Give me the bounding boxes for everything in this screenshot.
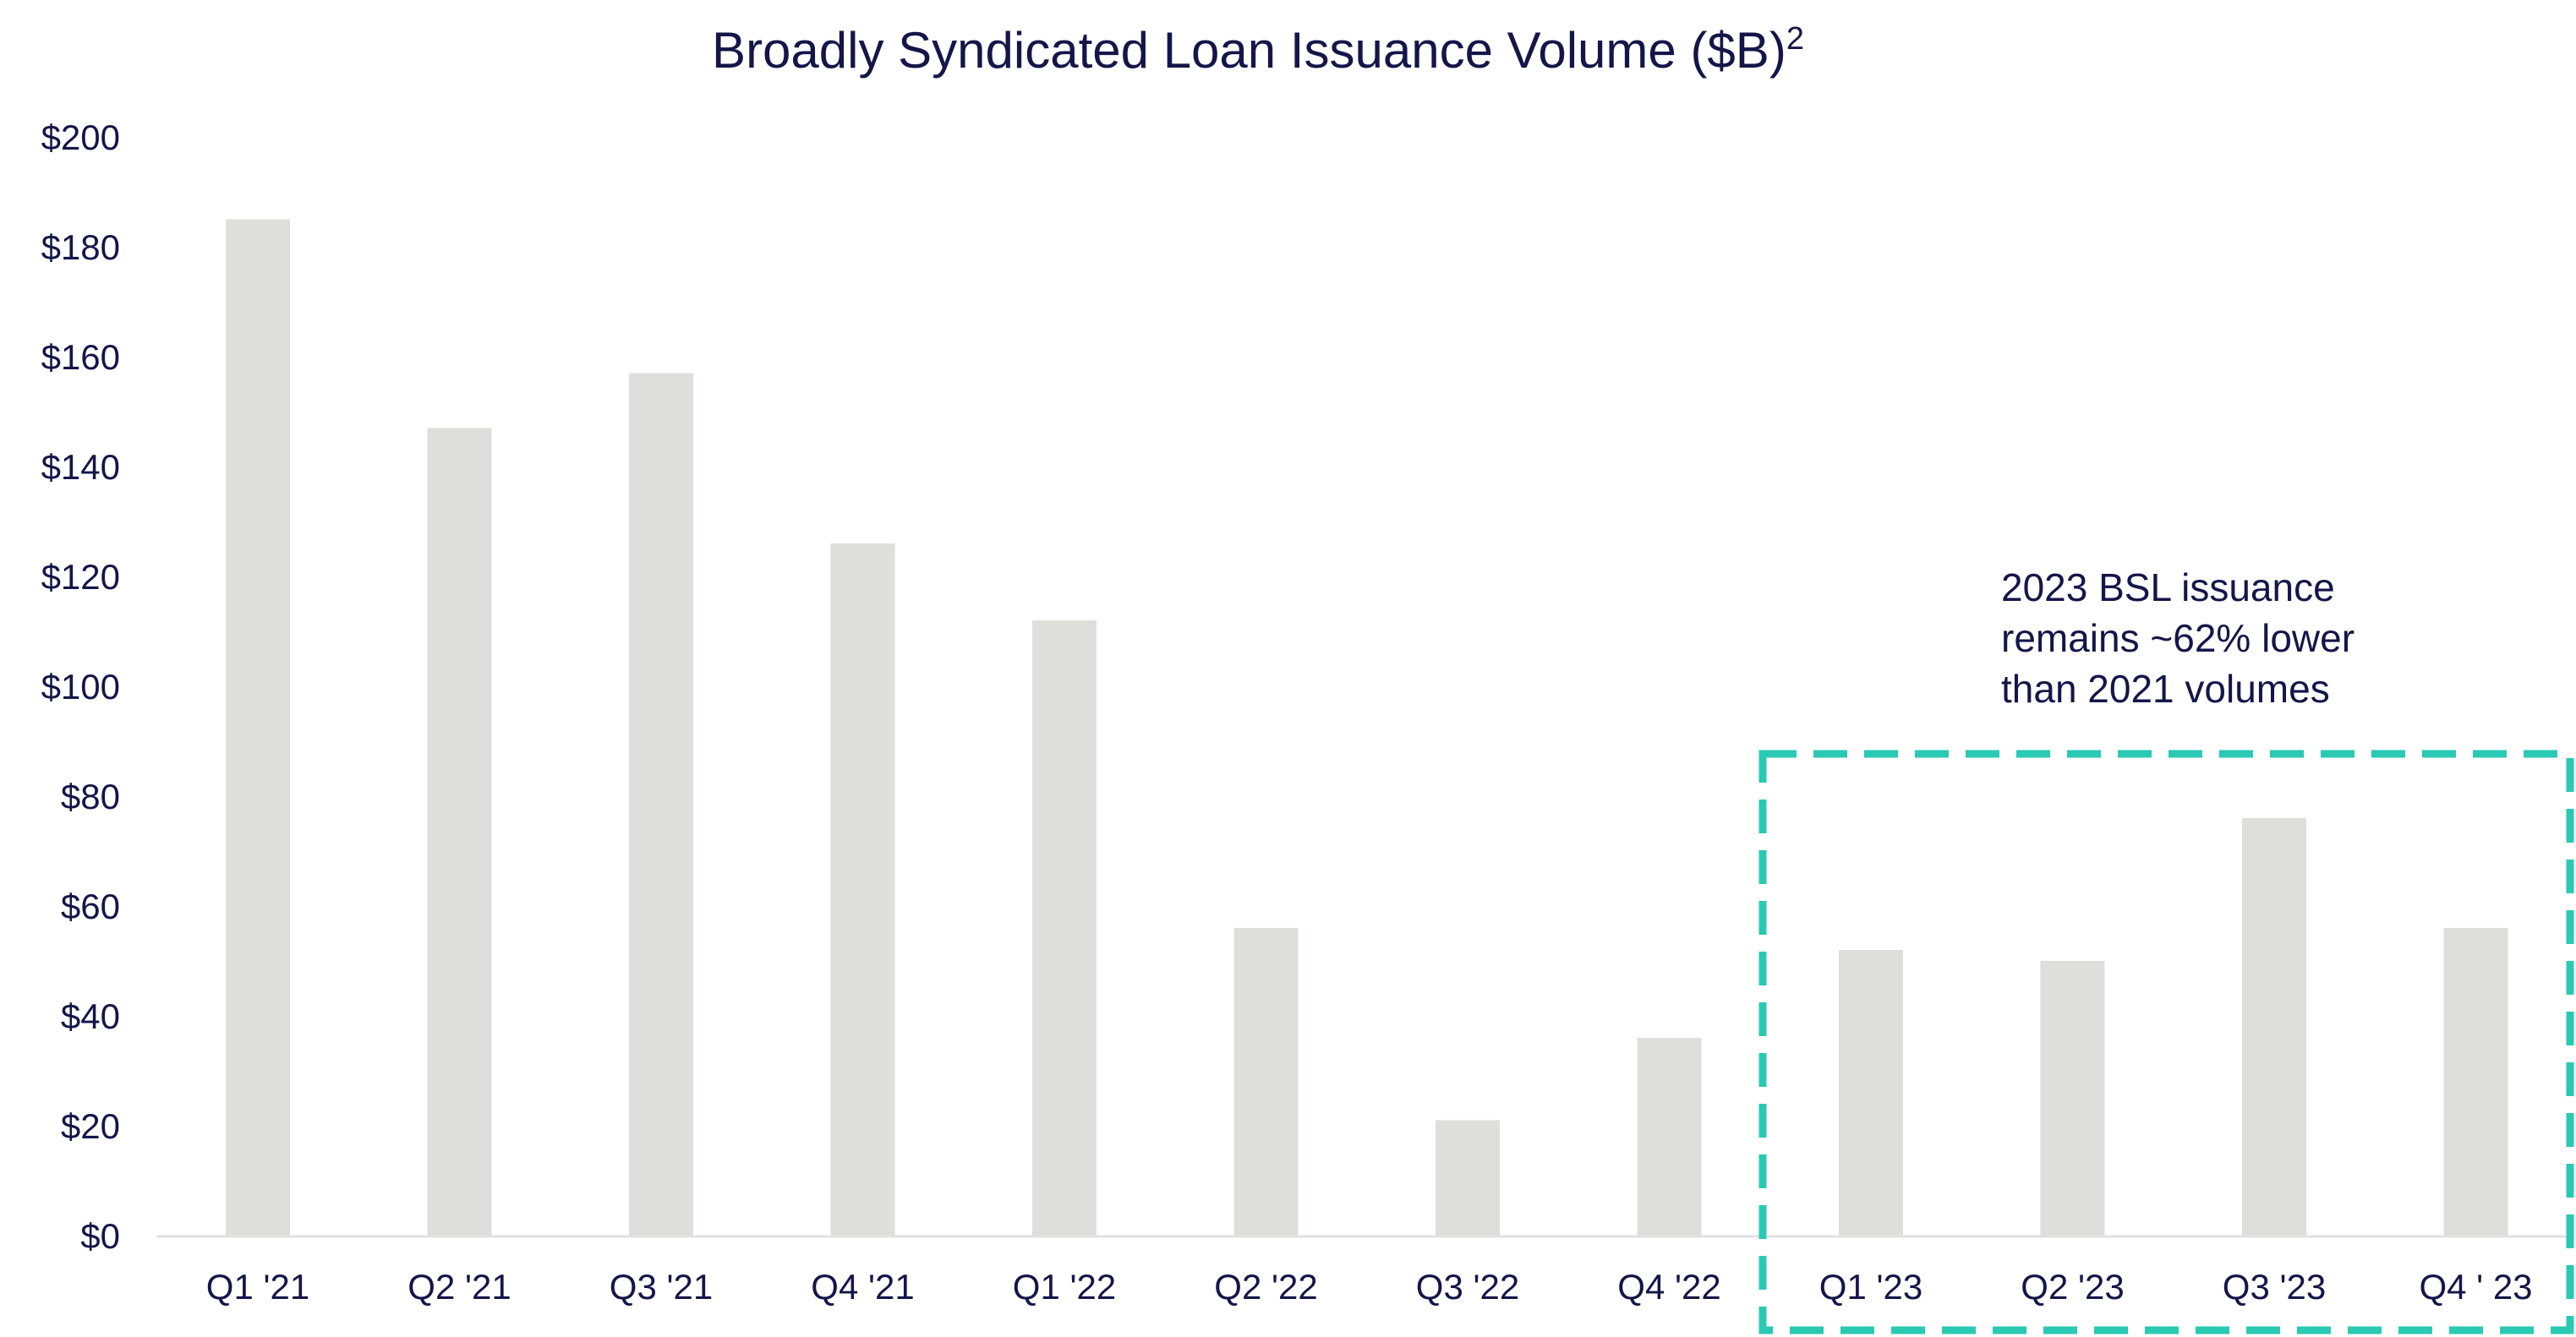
bar xyxy=(1233,928,1299,1236)
bar xyxy=(226,219,290,1236)
x-tick-label: Q3 '23 xyxy=(2223,1267,2326,1307)
x-tick-label: Q1 '23 xyxy=(1819,1267,1922,1307)
x-tick-label: Q1 '22 xyxy=(1013,1267,1116,1307)
y-tick-label: $0 xyxy=(80,1216,120,1256)
x-tick-label: Q4 '22 xyxy=(1617,1267,1720,1307)
bar xyxy=(2242,818,2306,1236)
y-tick-label: $80 xyxy=(61,777,120,816)
y-tick-label: $100 xyxy=(41,667,120,707)
chart-title: Broadly Syndicated Loan Issuance Volume … xyxy=(712,21,1804,79)
y-tick-label: $60 xyxy=(61,887,120,926)
chart-title-text: Broadly Syndicated Loan Issuance Volume … xyxy=(712,22,1786,79)
annotation-line: remains ~62% lower xyxy=(2001,616,2354,660)
y-tick-label: $160 xyxy=(41,337,120,377)
y-tick-label: $40 xyxy=(61,996,120,1036)
x-tick-label: Q4 '21 xyxy=(811,1267,914,1307)
bar xyxy=(2443,928,2508,1236)
y-axis-ticks: $0 $20 $40 $60 $80 $100 $120 $140 $160 $180 $200 xyxy=(41,117,120,1256)
bars xyxy=(226,219,2508,1236)
chart-title-superscript: 2 xyxy=(1786,21,1804,57)
bar xyxy=(629,373,693,1236)
x-tick-label: Q2 '22 xyxy=(1214,1267,1317,1307)
annotation-line: 2023 BSL issuance xyxy=(2001,565,2335,609)
x-tick-label: Q2 '23 xyxy=(2021,1267,2124,1307)
y-tick-label: $140 xyxy=(41,447,120,487)
bar xyxy=(1032,620,1097,1236)
x-axis-labels: Q1 '21 Q2 '21 Q3 '21 Q4 '21 Q1 '22 Q2 '22 Q3 '… xyxy=(206,1267,2533,1307)
bar xyxy=(2040,961,2105,1236)
annotation-line: than 2021 volumes xyxy=(2001,667,2330,711)
x-tick-label: Q1 '21 xyxy=(206,1267,309,1307)
x-tick-label: Q3 '21 xyxy=(610,1267,713,1307)
y-tick-label: $120 xyxy=(41,557,120,597)
bar xyxy=(1436,1120,1500,1236)
bar xyxy=(427,428,492,1236)
bar xyxy=(830,543,895,1236)
x-tick-label: Q3 '22 xyxy=(1416,1267,1519,1307)
x-tick-label: Q2 '21 xyxy=(407,1267,511,1307)
bar xyxy=(1839,950,1903,1236)
annotation: 2023 BSL issuance remains ~62% lower than … xyxy=(2001,565,2354,711)
y-tick-label: $20 xyxy=(61,1106,120,1146)
x-tick-label: Q4 ' 23 xyxy=(2419,1267,2532,1307)
bar xyxy=(1637,1038,1702,1236)
highlight-box xyxy=(1758,750,2574,1334)
y-tick-label: $180 xyxy=(41,227,120,267)
y-tick-label: $200 xyxy=(41,117,120,157)
